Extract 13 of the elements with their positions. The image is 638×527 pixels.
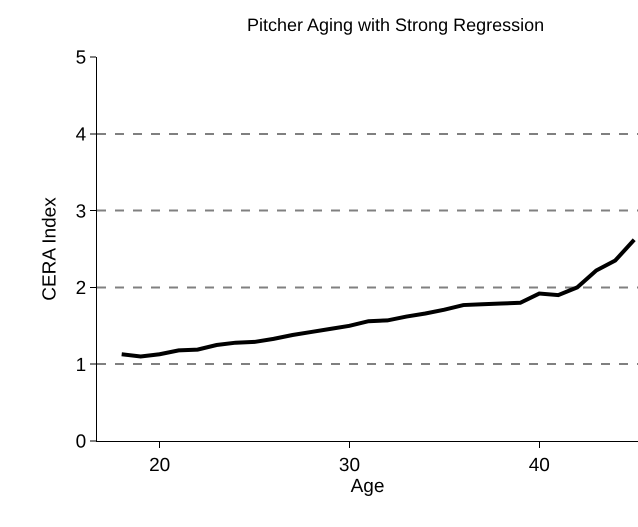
y-tick-label: 4 bbox=[76, 124, 87, 146]
line-series bbox=[120, 238, 636, 359]
y-tick-label: 5 bbox=[76, 48, 86, 69]
y-tick-label: 3 bbox=[76, 201, 86, 222]
x-tick-label: 30 bbox=[338, 454, 360, 476]
y-tick-label: 2 bbox=[76, 278, 86, 300]
y-axis-title: CERA Index bbox=[39, 196, 60, 301]
chart-title: Pitcher Aging with Strong Regression bbox=[246, 15, 544, 36]
x-tick-label: 40 bbox=[528, 454, 550, 476]
y-tick-label: 0 bbox=[76, 432, 86, 453]
x-tick-label: 20 bbox=[149, 454, 170, 476]
x-axis-title: Age bbox=[350, 476, 384, 497]
y-tick-label: 1 bbox=[76, 354, 86, 376]
